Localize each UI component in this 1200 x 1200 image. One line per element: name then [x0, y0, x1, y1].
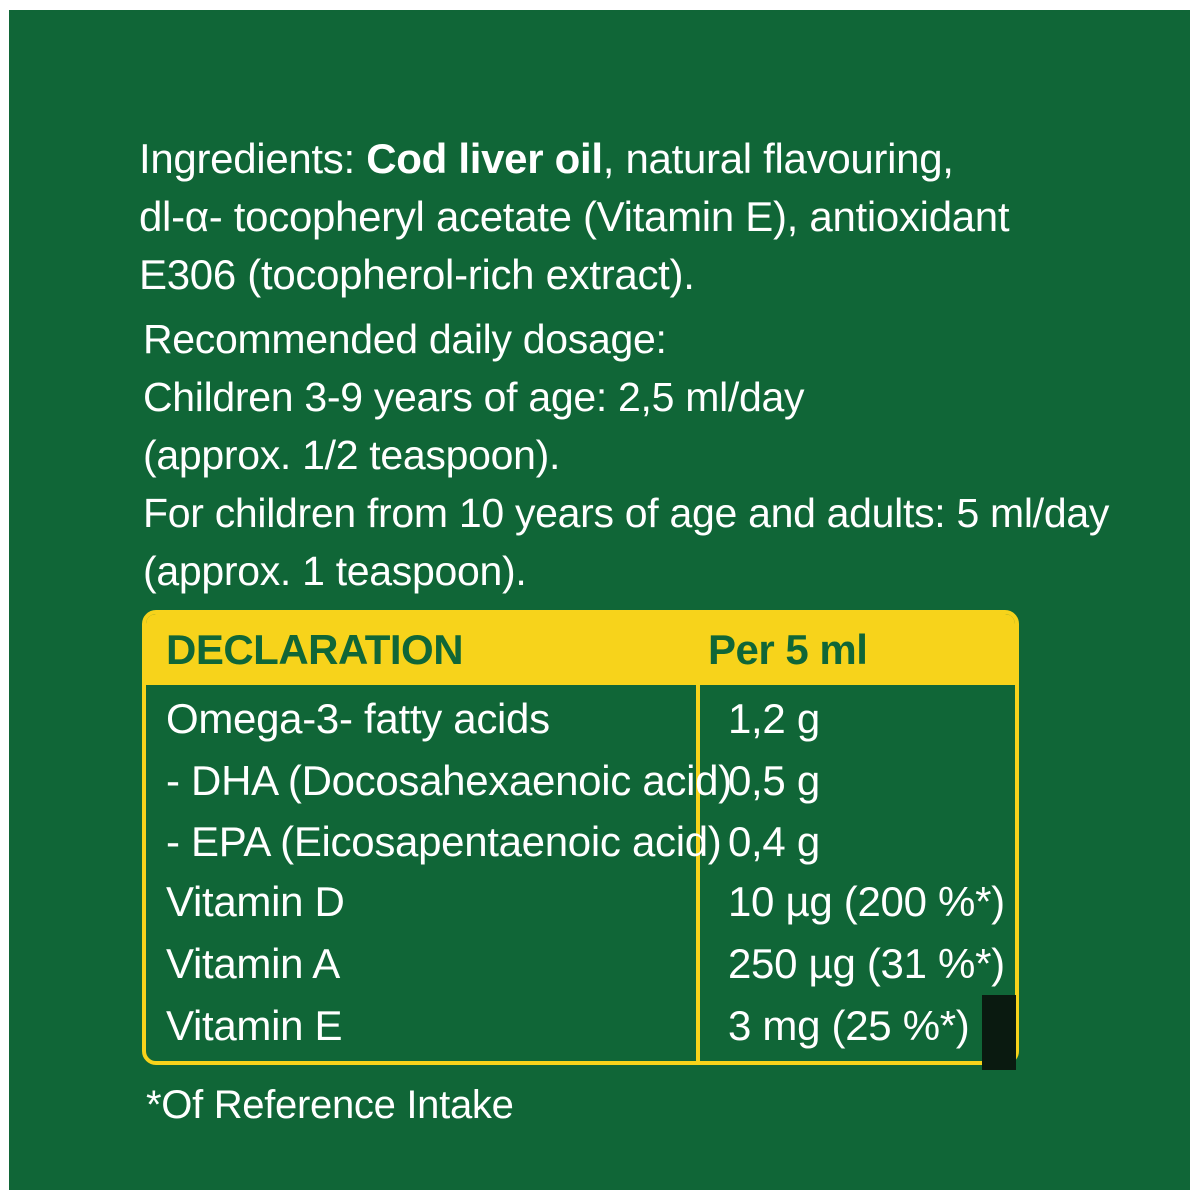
nutrient-name: Vitamin D: [166, 878, 345, 925]
nutrient-value: 1,2 g: [728, 695, 820, 742]
declaration-header: DECLARATION Per 5 ml: [146, 614, 1015, 685]
nutrient-name: Omega-3- fatty acids: [166, 695, 550, 742]
ingredients-prefix: Ingredients:: [139, 135, 367, 182]
ingredients-rest: , natural flavouring,: [602, 135, 954, 182]
nutrient-name: - EPA (Eicosapentaenoic acid): [166, 818, 722, 865]
declaration-row: - EPA (Eicosapentaenoic acid) 0,4 g: [146, 812, 1015, 872]
label-panel: Ingredients: Cod liver oil, natural flav…: [9, 10, 1190, 1190]
declaration-row: Vitamin D 10 µg (200 %*): [146, 872, 1015, 932]
declaration-row: - DHA (Docosahexaenoic acid) 0,5 g: [146, 751, 1015, 811]
ingredients-highlight: Cod liver oil: [366, 135, 603, 182]
dosage-children: Children 3-9 years of age: 2,5 ml/day: [143, 374, 805, 420]
dosage-adults-approx: (approx. 1 teaspoon).: [143, 548, 527, 594]
image-artifact: [982, 995, 1016, 1070]
declaration-row: Omega-3- fatty acids 1,2 g: [146, 689, 1015, 749]
nutrient-value: 0,4 g: [728, 818, 820, 865]
dosage-children-approx: (approx. 1/2 teaspoon).: [143, 432, 561, 478]
declaration-table: DECLARATION Per 5 ml Omega-3- fatty acid…: [142, 610, 1019, 1065]
nutrient-value: 10 µg (200 %*): [728, 878, 1005, 925]
declaration-column-divider: [696, 685, 700, 1061]
nutrient-name: Vitamin A: [166, 940, 340, 987]
declaration-row: Vitamin E 3 mg (25 %*): [146, 996, 1015, 1056]
dosage-adults: For children from 10 years of age and ad…: [143, 490, 1110, 536]
declaration-header-value: Per 5 ml: [708, 626, 868, 673]
nutrient-value: 250 µg (31 %*): [728, 940, 1005, 987]
nutrient-name: Vitamin E: [166, 1002, 343, 1049]
dosage-heading: Recommended daily dosage:: [143, 316, 667, 362]
nutrient-value: 0,5 g: [728, 757, 820, 804]
dosage-text: Recommended daily dosage: Children 3-9 y…: [143, 310, 1143, 600]
nutrient-value: 3 mg (25 %*): [728, 1002, 970, 1049]
ingredients-line-3: E306 (tocopherol-rich extract).: [139, 251, 695, 298]
ingredients-line-1: Ingredients: Cod liver oil, natural flav…: [139, 130, 1139, 188]
ingredients-text: Ingredients: Cod liver oil, natural flav…: [139, 130, 1139, 304]
ingredients-line-2: dl-α- tocopheryl acetate (Vitamin E), an…: [139, 193, 1010, 240]
declaration-header-label: DECLARATION: [166, 626, 464, 673]
footnote: *Of Reference Intake: [146, 1083, 514, 1127]
declaration-row: Vitamin A 250 µg (31 %*): [146, 934, 1015, 994]
nutrient-name: - DHA (Docosahexaenoic acid): [166, 757, 732, 804]
